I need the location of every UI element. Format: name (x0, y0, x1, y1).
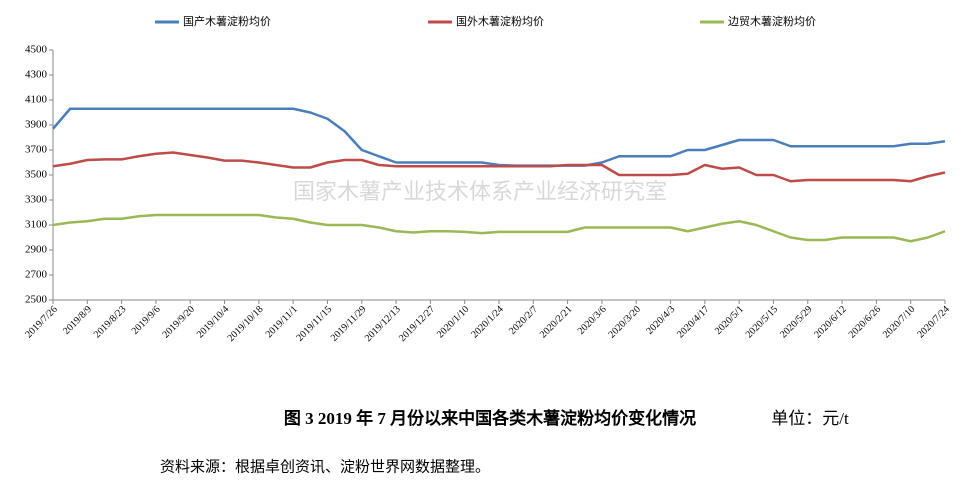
x-tick-label: 2019/12/27 (397, 304, 437, 344)
y-tick-label: 3700 (25, 144, 48, 156)
x-tick-label: 2020/4/3 (644, 304, 677, 337)
legend-label: 国产木薯淀粉均价 (183, 14, 271, 28)
x-tick-label: 2019/7/26 (23, 304, 59, 340)
y-tick-label: 4100 (25, 94, 48, 106)
y-tick-label: 4300 (25, 69, 48, 81)
x-tick-label: 2019/9/20 (161, 304, 197, 340)
x-tick-label: 2020/3/20 (607, 304, 643, 340)
x-tick-label: 2019/11/29 (329, 304, 369, 344)
x-tick-label: 2020/3/6 (576, 304, 609, 337)
source: 资料来源：根据卓创资讯、淀粉世界网数据整理。 (160, 458, 490, 475)
x-tick-label: 2020/6/26 (847, 304, 883, 340)
x-tick-label: 2020/7/24 (915, 304, 951, 340)
x-tick-label: 2019/9/6 (130, 304, 163, 337)
x-tick-label: 2020/2/21 (538, 304, 574, 340)
x-tick-label: 2020/1/10 (435, 304, 471, 340)
y-tick-label: 3500 (25, 169, 48, 181)
y-tick-label: 2500 (25, 294, 48, 306)
y-tick-label: 2700 (25, 269, 48, 281)
y-tick-label: 4500 (25, 44, 48, 56)
x-tick-label: 2020/6/12 (812, 304, 848, 340)
y-tick-label: 3100 (25, 219, 48, 231)
x-tick-label: 2019/8/23 (92, 304, 128, 340)
y-tick-label: 3300 (25, 194, 48, 206)
x-tick-label: 2020/5/1 (713, 304, 746, 337)
x-tick-label: 2020/5/29 (778, 304, 814, 340)
x-tick-label: 2020/5/15 (744, 304, 780, 340)
x-tick-label: 2019/8/9 (61, 304, 94, 337)
series-line (52, 151, 946, 183)
caption: 图 3 2019 年 7 月份以来中国各类木薯淀粉均价变化情况 (284, 408, 696, 428)
x-tick-label: 2019/12/13 (363, 304, 403, 344)
x-tick-label: 2019/11/15 (294, 304, 334, 344)
unit: 单位：元/t (771, 409, 849, 428)
series-line (52, 213, 946, 243)
x-tick-label: 2020/7/10 (881, 304, 917, 340)
series-line (52, 107, 946, 167)
watermark: 国家木薯产业技术体系产业经济研究室 (293, 180, 667, 205)
x-tick-label: 2019/10/18 (226, 304, 266, 344)
y-tick-label: 2900 (25, 244, 48, 256)
x-tick-label: 2020/1/24 (469, 304, 505, 340)
legend-label: 边贸木薯淀粉均价 (728, 14, 816, 28)
y-tick-label: 3900 (25, 119, 48, 131)
x-tick-label: 2020/4/17 (675, 304, 711, 340)
legend-label: 国外木薯淀粉均价 (456, 14, 544, 28)
x-tick-label: 2020/2/7 (507, 304, 540, 337)
